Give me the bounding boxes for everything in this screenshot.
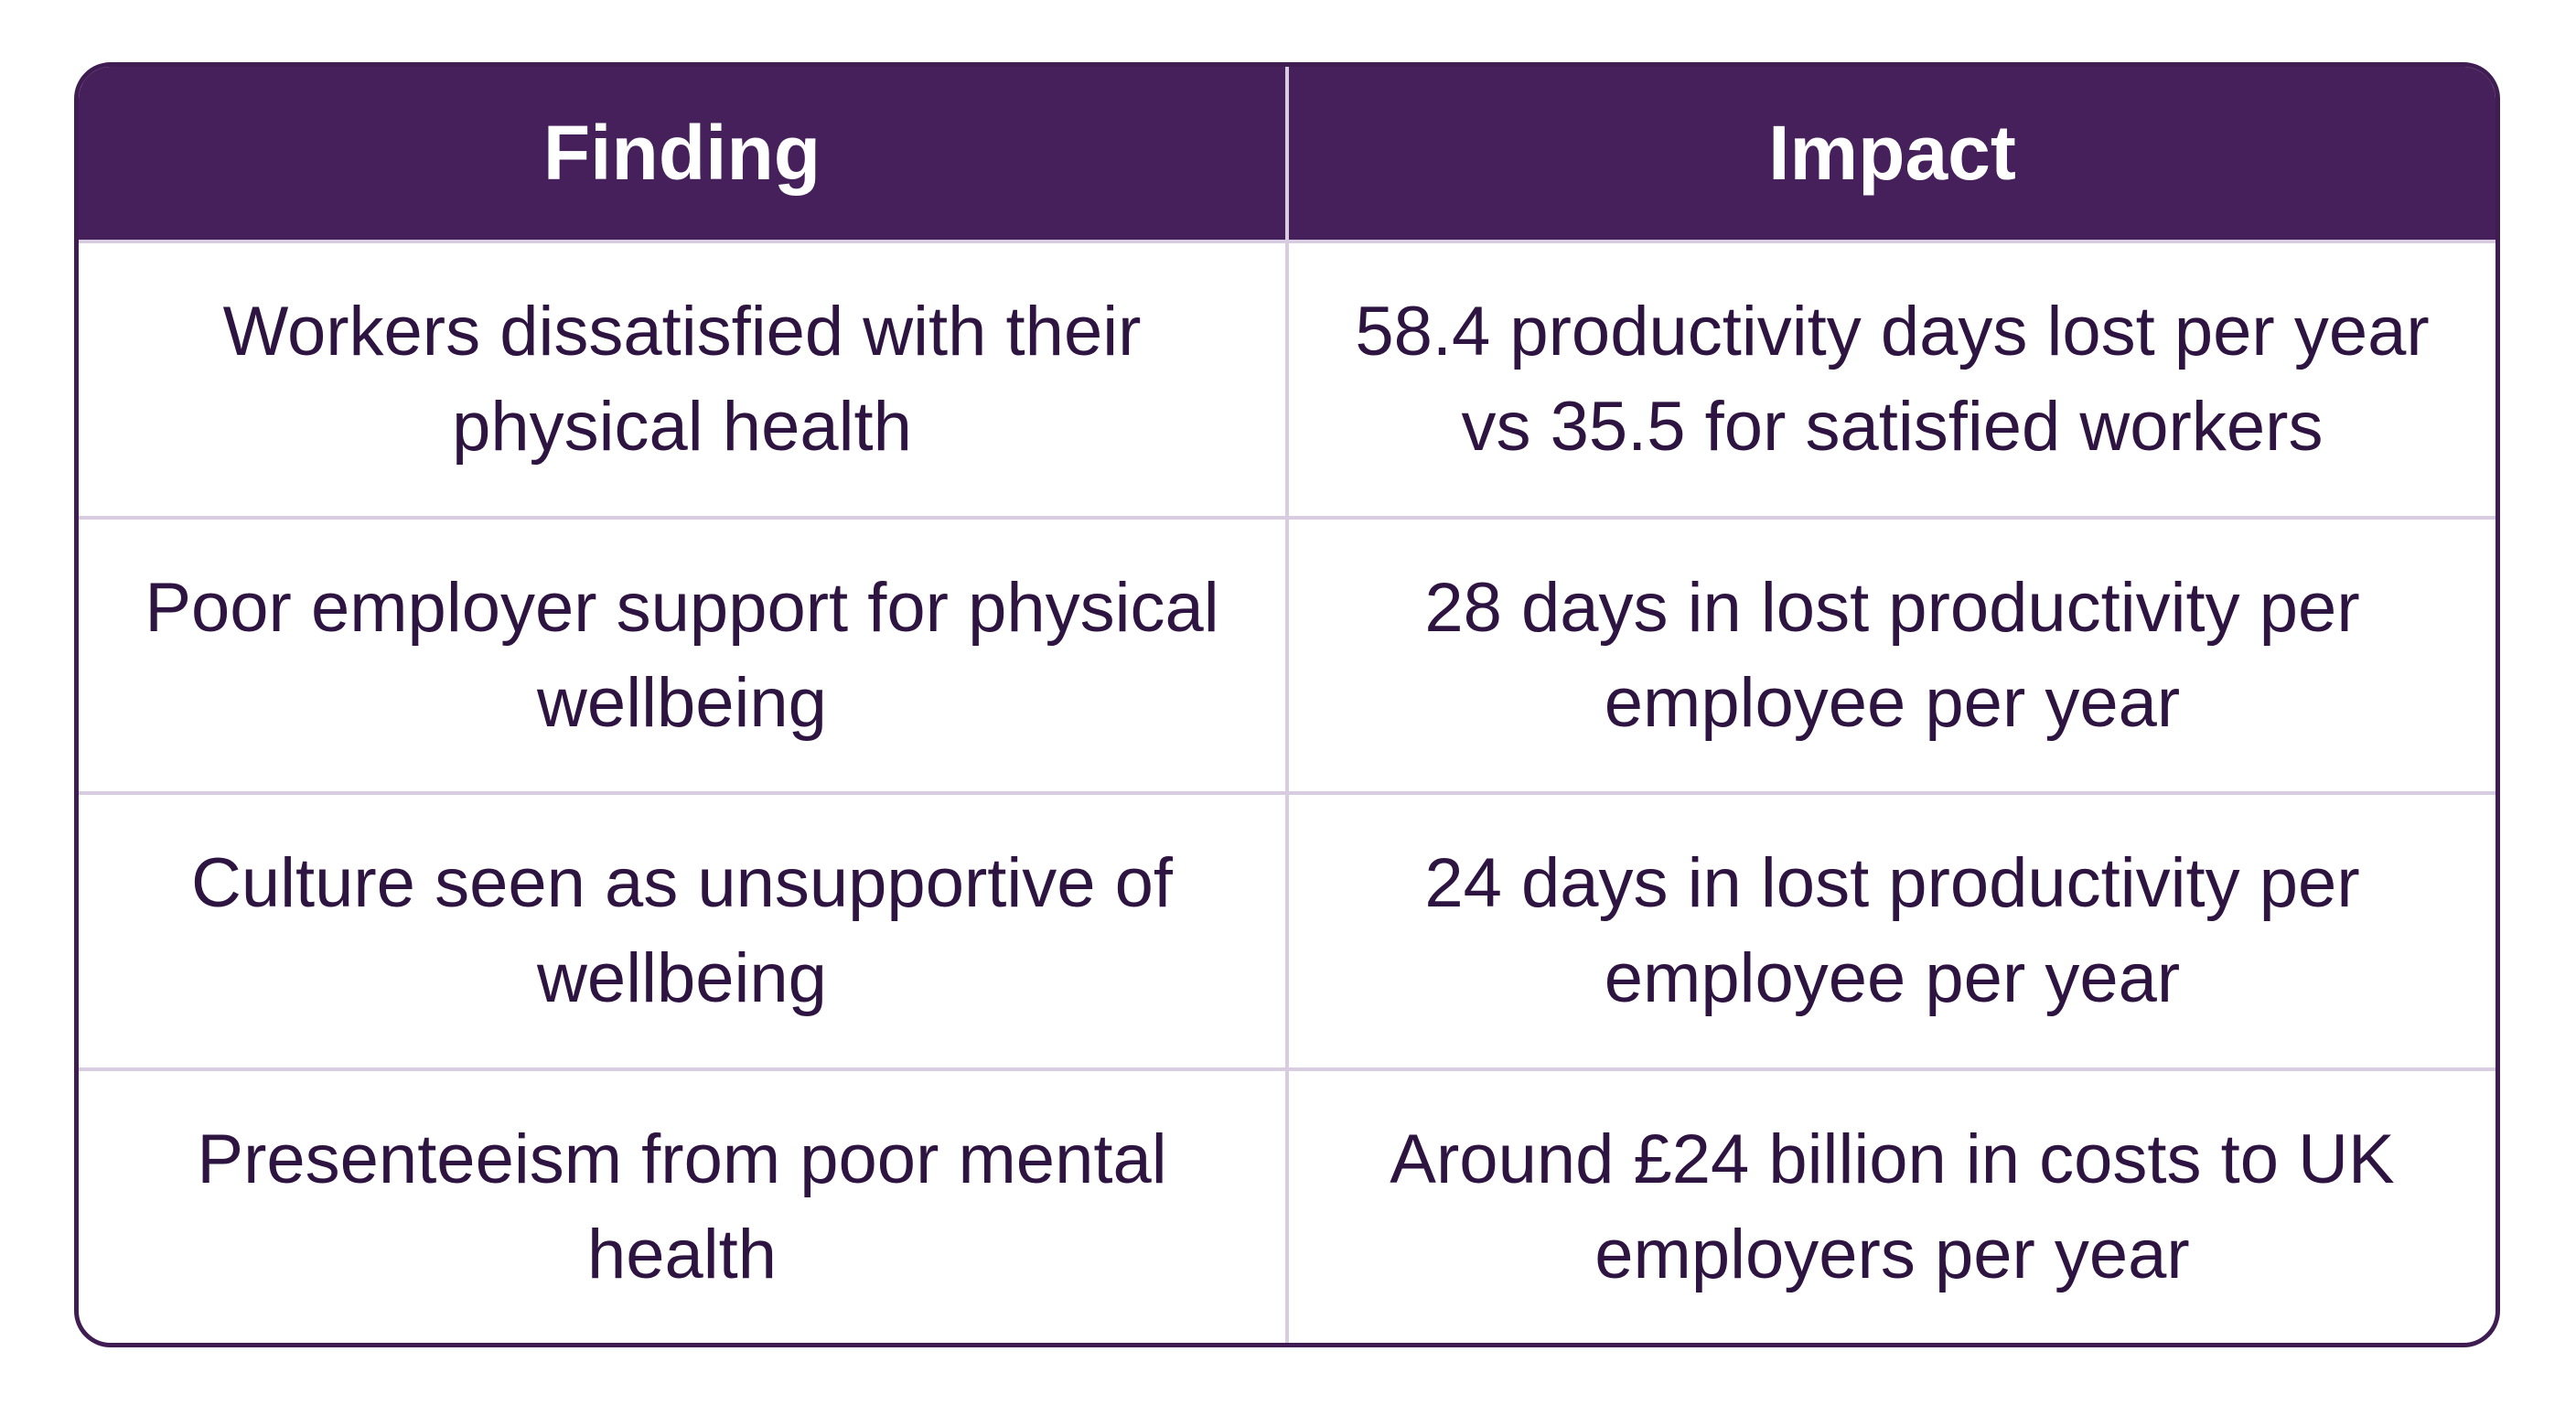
finding-cell: Culture seen as unsupportive of wellbein… [79, 791, 1287, 1070]
table-card: Finding Impact Workers dissatisfied with… [74, 62, 2500, 1347]
table-row: Workers dissatisfied with their physical… [79, 240, 2496, 518]
finding-cell: Presenteeism from poor mental health [79, 1067, 1287, 1343]
findings-table: Finding Impact Workers dissatisfied with… [79, 67, 2496, 1343]
table-row: Culture seen as unsupportive of wellbein… [79, 791, 2496, 1070]
impact-cell: 28 days in lost productivity per employe… [1285, 515, 2496, 794]
table-row: Poor employer support for physical wellb… [79, 515, 2496, 794]
header-cell: Finding [79, 67, 1287, 241]
table-row: Presenteeism from poor mental health Arou… [79, 1067, 2496, 1343]
header-cell: Impact [1285, 67, 2496, 241]
table-header: Finding Impact [79, 67, 2496, 241]
header-row: Finding Impact [79, 67, 2496, 241]
impact-cell: 24 days in lost productivity per employe… [1285, 791, 2496, 1070]
finding-cell: Poor employer support for physical wellb… [79, 515, 1287, 794]
impact-cell: 58.4 productivity days lost per year vs … [1285, 240, 2496, 518]
finding-cell: Workers dissatisfied with their physical… [79, 240, 1287, 518]
table-body: Workers dissatisfied with their physical… [79, 240, 2496, 1343]
impact-cell: Around £24 billion in costs to UK employ… [1285, 1067, 2496, 1343]
